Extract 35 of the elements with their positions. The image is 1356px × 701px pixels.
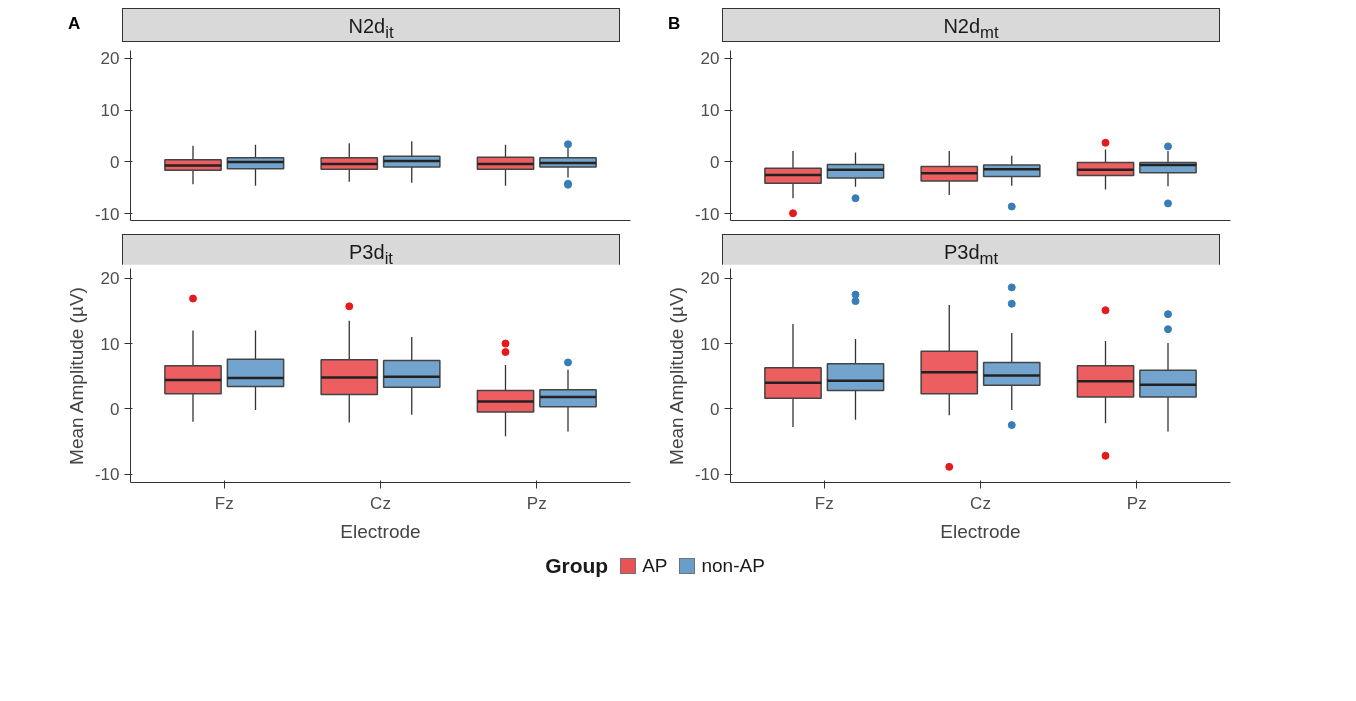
y-tick-label: 0	[110, 399, 120, 419]
legend-title: Group	[545, 553, 609, 579]
y-axis-title: Mean Amplitude (µV)	[65, 287, 87, 465]
y-tick-label: 20	[700, 49, 720, 69]
chart-title: N2d$_{it}$	[122, 8, 620, 42]
x-tick-label: Pz	[526, 493, 547, 513]
x-tick-label: Pz	[1126, 493, 1147, 513]
y-tick-label: -10	[694, 465, 720, 485]
x-axis-title: Electrode	[940, 520, 1021, 542]
y-axis-title: Mean Amplitude (µV)	[665, 287, 687, 465]
y-tick-label: -10	[694, 204, 720, 224]
y-tick-label: -10	[94, 204, 120, 224]
y-tick-label: 0	[710, 152, 720, 172]
chart-title: N2d$_{mt}$	[722, 8, 1220, 42]
x-tick-label: Cz	[970, 493, 991, 513]
chart-title: P3d$_{mt}$	[722, 234, 1220, 268]
chart-title: P3d$_{it}$	[122, 234, 620, 268]
x-tick-label: Cz	[370, 493, 391, 513]
y-tick-label: 10	[700, 101, 720, 121]
x-axis-title: Electrode	[340, 520, 421, 542]
y-tick-label: 0	[110, 152, 120, 172]
y-tick-label: 0	[710, 399, 720, 419]
y-tick-label: 20	[700, 269, 720, 289]
text: A	[68, 14, 81, 33]
x-tick-label: Fz	[214, 493, 234, 513]
legend-label: AP	[641, 554, 668, 579]
y-tick-label: 10	[100, 101, 120, 121]
x-tick-label: Fz	[814, 493, 834, 513]
y-tick-label: 20	[100, 49, 120, 69]
legend-label: non-AP	[700, 554, 765, 579]
y-tick-label: 10	[100, 334, 120, 354]
y-tick-label: 10	[700, 334, 720, 354]
y-tick-label: -10	[94, 465, 120, 485]
text: B	[668, 14, 681, 33]
y-tick-label: 20	[100, 269, 120, 289]
